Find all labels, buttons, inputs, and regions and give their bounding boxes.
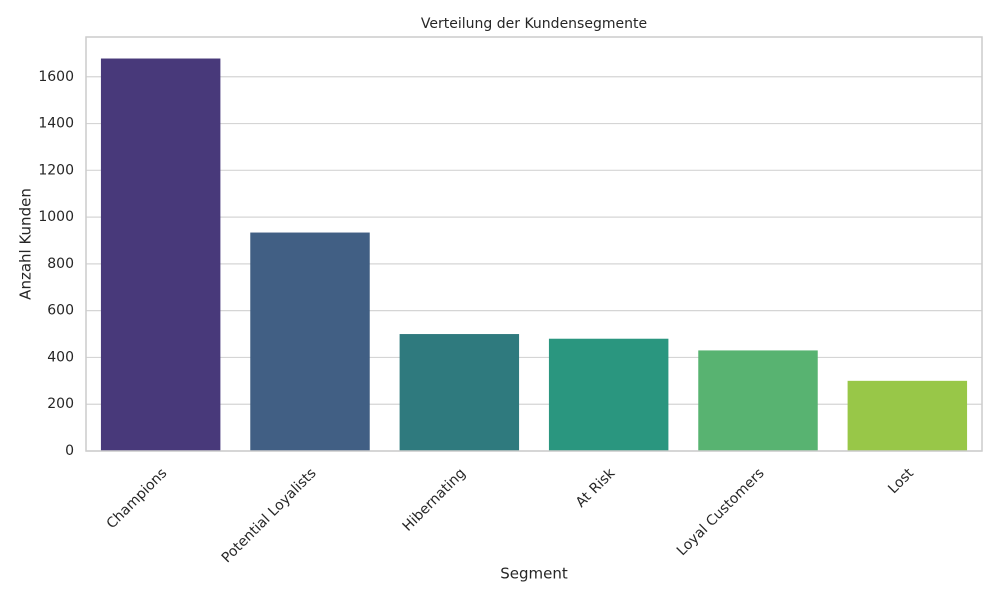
y-tick-label: 1600 <box>38 69 74 85</box>
y-tick-label: 0 <box>65 443 74 459</box>
bar <box>548 338 669 451</box>
bar <box>847 380 968 451</box>
bar <box>698 350 818 451</box>
bar <box>399 334 520 451</box>
bar <box>100 58 221 451</box>
y-tick-label: 200 <box>47 396 74 412</box>
chart-title: Verteilung der Kundensegmente <box>421 16 647 32</box>
x-tick-label: Loyal Customers <box>674 465 768 559</box>
y-tick-label: 1200 <box>38 162 74 178</box>
x-tick-label: Lost <box>885 465 917 497</box>
x-tick-label: Hibernating <box>400 465 469 534</box>
y-tick-label: 1400 <box>38 116 74 132</box>
y-tick-label: 1000 <box>38 209 74 225</box>
x-tick-label: Champions <box>104 465 171 532</box>
y-axis-label: Anzahl Kunden <box>17 188 35 300</box>
x-tick-label: At Risk <box>573 465 619 511</box>
plot-frame <box>85 36 983 452</box>
bar <box>250 232 370 451</box>
y-tick-label: 600 <box>47 303 74 319</box>
y-tick-label: 800 <box>47 256 74 272</box>
x-axis-label: Segment <box>500 565 568 583</box>
y-tick-label: 400 <box>47 349 74 365</box>
x-tick-label: Potential Loyalists <box>219 465 320 566</box>
